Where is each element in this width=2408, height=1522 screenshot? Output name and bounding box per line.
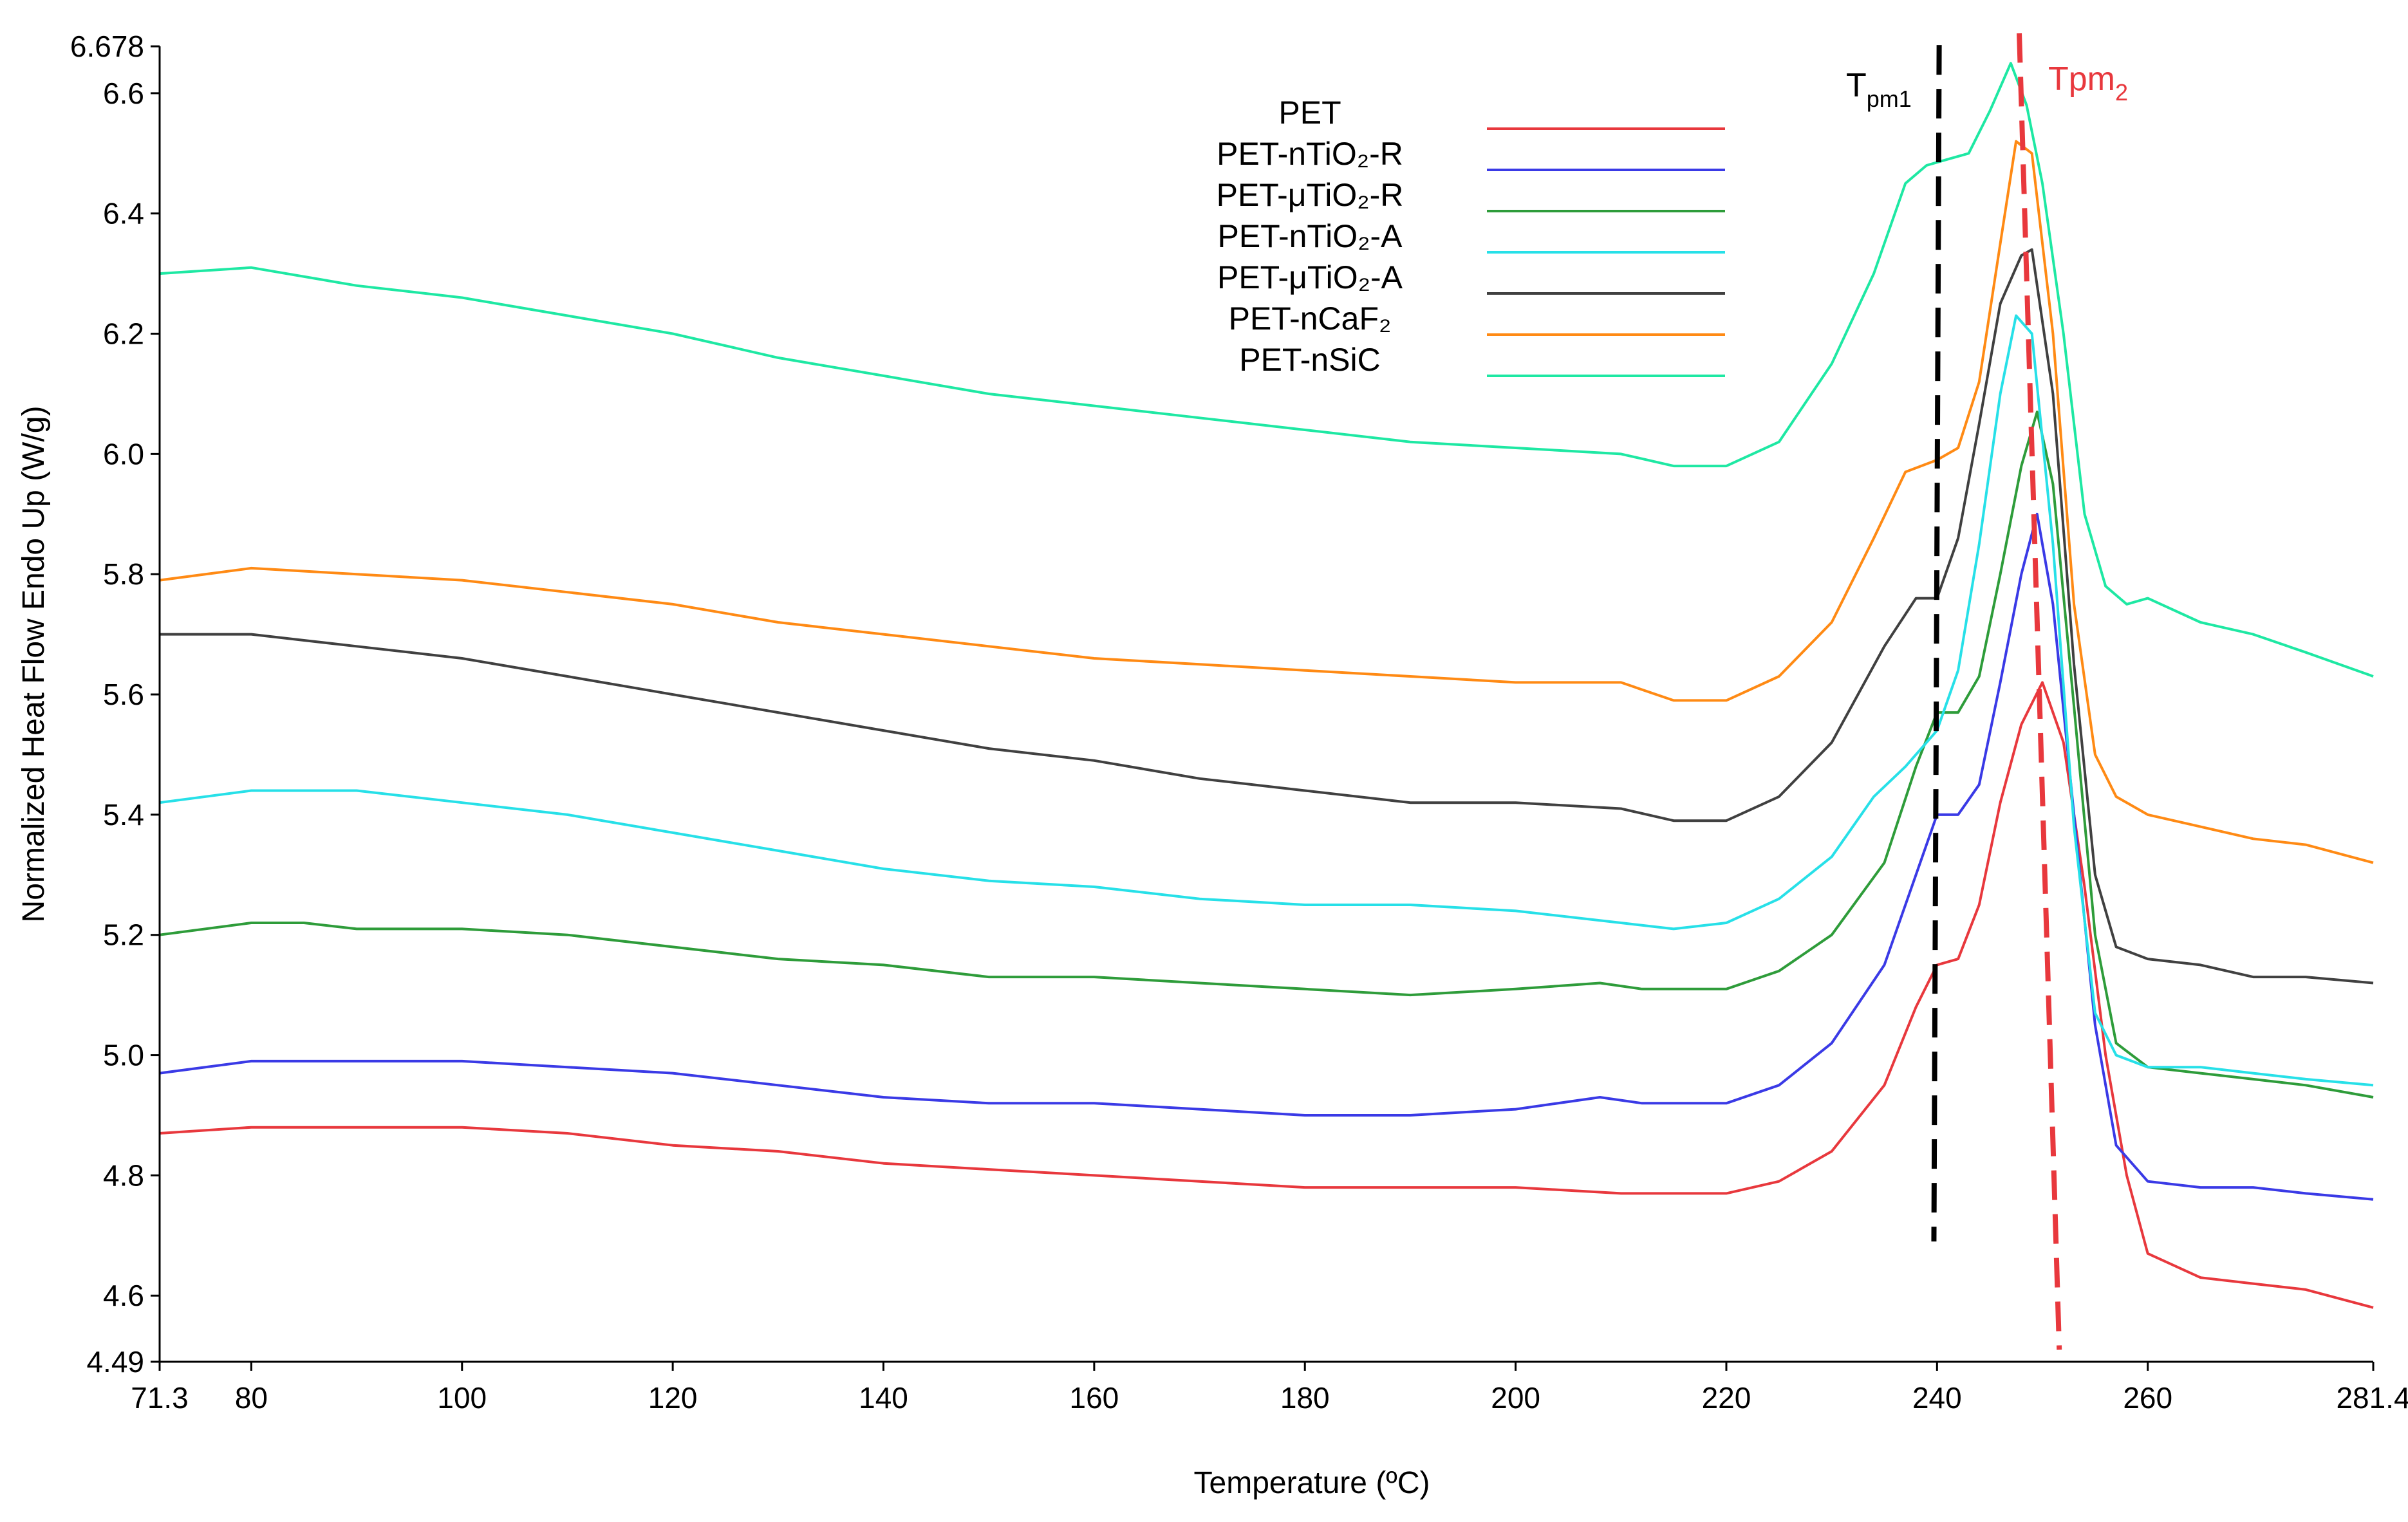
tpm2-label: Tpm2: [2048, 60, 2128, 106]
x-axis-title: Temperature (ºC): [1194, 1466, 1430, 1500]
y-tick-label: 5.6: [103, 678, 144, 711]
y-tick-label: 6.2: [103, 317, 144, 351]
tpm1-label: Tpm1: [1846, 67, 1912, 112]
y-tick-label: 5.4: [103, 798, 144, 831]
x-tick-label: 71.3: [131, 1381, 189, 1415]
legend-entry-label: PET-nCaF₂: [1229, 301, 1392, 337]
x-tick-label: 200: [1491, 1381, 1540, 1415]
y-tick-label: 4.6: [103, 1279, 144, 1312]
x-tick-label: 100: [437, 1381, 487, 1415]
x-tick-label: 140: [859, 1381, 908, 1415]
legend-entry-label: PET-nTiO₂-R: [1217, 136, 1403, 172]
x-tick-label: 240: [1912, 1381, 1962, 1415]
y-tick-label: 5.0: [103, 1039, 144, 1072]
series-line-5: [159, 140, 2374, 864]
legend-entry-label: PET-nSiC: [1239, 342, 1381, 378]
y-tick-label: 6.678: [70, 30, 144, 63]
series-line-4: [160, 248, 2374, 985]
x-axis-ticks: 71.3 80 100 120 140 160 180 200 220 240 260 281.4: [131, 1362, 2408, 1415]
y-tick-label: 4.8: [103, 1158, 144, 1192]
x-tick-label: 281.4: [2336, 1381, 2408, 1415]
legend-entry-label: PET-μTiO₂-A: [1217, 259, 1403, 295]
x-tick-label: 80: [235, 1381, 268, 1415]
legend-entry-label: PET: [1278, 95, 1341, 131]
annotation-lines: [1931, 33, 2062, 1350]
x-tick-label: 160: [1070, 1381, 1119, 1415]
y-tick-label: 6.0: [103, 437, 144, 470]
y-tick-label: 5.8: [103, 557, 144, 591]
x-tick-label: 180: [1280, 1381, 1330, 1415]
annotation-labels: Tpm1 Tpm2: [1846, 60, 2128, 112]
series-line-6: [159, 62, 2374, 678]
y-tick-label: 4.49: [86, 1345, 144, 1378]
annotation-dashed-line-2: [2017, 33, 2062, 1350]
series-line-3: [159, 314, 2374, 1087]
y-axis-title: Normalized Heat Flow Endo Up (W/g): [17, 406, 51, 923]
y-tick-label: 5.2: [103, 918, 144, 952]
y-tick-label: 6.6: [103, 77, 144, 110]
legend: PET PET-nTiO₂-R PET-μTiO₂-R PET-nTiO₂-A PET-…: [1217, 95, 1725, 378]
x-tick-label: 120: [648, 1381, 698, 1415]
series-line-1: [159, 512, 2374, 1201]
series-line-0: [159, 681, 2374, 1309]
series-line-2: [159, 411, 2374, 1099]
y-tick-label: 6.4: [103, 197, 144, 230]
annotation-dashed-line-1: [1931, 45, 1942, 1242]
legend-entry-label: PET-nTiO₂-A: [1217, 218, 1403, 254]
x-tick-label: 220: [1702, 1381, 1751, 1415]
y-axis-ticks: 4.49 4.6 4.8 5.0 5.2 5.4 5.6 5.8 6.0 6.2 6.4 6.6 6.6…: [70, 30, 160, 1378]
x-tick-label: 260: [2123, 1381, 2172, 1415]
series-lines: [159, 62, 2374, 1309]
legend-entry-label: PET-μTiO₂-R: [1217, 177, 1404, 213]
